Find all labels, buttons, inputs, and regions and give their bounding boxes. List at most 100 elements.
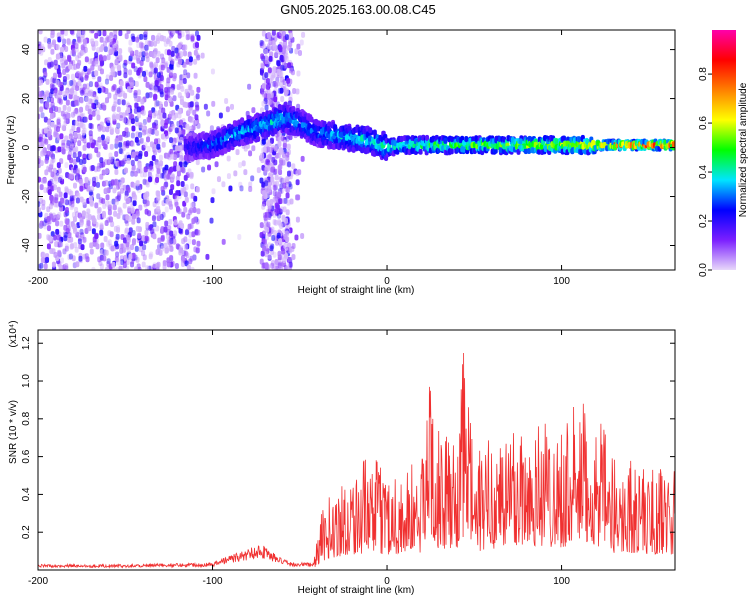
spectrogram-cell xyxy=(74,146,79,153)
spectrogram-cell xyxy=(38,113,41,120)
spectrogram-cell xyxy=(139,137,144,144)
spectrogram-cell xyxy=(126,30,131,34)
spectrogram-cell xyxy=(77,35,82,42)
spectrogram-cell xyxy=(267,208,272,215)
spectrogram-cell xyxy=(101,169,106,176)
spectrogram-cell xyxy=(142,244,147,251)
spectrogram-cell xyxy=(166,257,171,264)
spectrogram-cell xyxy=(539,143,544,150)
spectrogram-cell xyxy=(281,229,286,236)
spectrogram-cell xyxy=(63,192,68,199)
spectrogram-cell xyxy=(50,145,55,152)
spectrogram-cell xyxy=(53,251,58,258)
spectrogram-cell xyxy=(116,122,121,129)
spectrogram-cell xyxy=(159,91,164,98)
spectrogram-cell xyxy=(282,182,287,189)
spectrogram-cell xyxy=(193,58,198,65)
spectrogram-cell xyxy=(131,164,136,171)
spectrogram-cell xyxy=(135,55,140,62)
x-tick-label: -200 xyxy=(28,276,48,287)
spectrogram-cell xyxy=(153,74,158,81)
spectrogram-cell xyxy=(260,157,265,164)
spectrogram-cell xyxy=(259,231,264,238)
spectrogram-cell xyxy=(272,184,277,191)
spectrogram-cell xyxy=(190,192,195,199)
spectrogram-cell xyxy=(62,113,67,120)
spectrogram-cell xyxy=(101,198,106,205)
spectrogram-cell xyxy=(266,200,271,207)
spectrogram-cell xyxy=(110,221,115,228)
spectrogram-cell xyxy=(74,107,79,114)
spectrogram-cell xyxy=(51,261,56,268)
spectrogram-cell xyxy=(68,63,73,70)
spectrogram-cell xyxy=(94,40,99,47)
snr-multiplier: (x10⁴) xyxy=(8,320,19,347)
spectrogram-cell xyxy=(185,92,190,99)
spectrogram-cell xyxy=(155,262,160,269)
spectrogram-cell xyxy=(418,148,423,155)
x-tick-label: -200 xyxy=(28,576,48,587)
spectrogram-cell xyxy=(194,114,199,121)
spectrogram-cell xyxy=(273,229,278,236)
spectrogram-cell xyxy=(114,196,119,203)
spectrogram-cell xyxy=(177,42,182,49)
spectrogram-cell xyxy=(264,251,269,258)
spectrogram-cell xyxy=(191,239,196,246)
spectrogram-cell xyxy=(91,102,96,109)
spectrogram-cell xyxy=(148,176,153,183)
spectrogram-cell xyxy=(241,160,246,167)
spectrogram-cell xyxy=(229,103,234,110)
spectrogram-cell xyxy=(226,173,231,180)
spectrogram-cell xyxy=(286,77,291,84)
spectrogram-cell xyxy=(69,173,74,180)
spectrogram-cell xyxy=(284,52,289,59)
spectrogram-cell xyxy=(169,87,174,94)
spectrogram-cell xyxy=(99,36,104,43)
spectrogram-cell xyxy=(151,107,156,114)
spectrogram-cell xyxy=(130,170,135,177)
spectrogram-cell xyxy=(87,108,92,115)
spectrogram-cell xyxy=(80,89,85,96)
spectrogram-cell xyxy=(196,54,201,61)
spectrogram-cell xyxy=(53,59,58,66)
spectrogram-cell xyxy=(266,32,271,39)
spectrogram-cell xyxy=(73,131,78,138)
spectrogram-cell xyxy=(143,200,148,207)
spectrogram-cell xyxy=(165,247,170,254)
spectrogram-cell xyxy=(70,242,75,249)
spectrogram-cell xyxy=(94,202,99,209)
spectrogram-cell xyxy=(47,41,52,48)
spectrogram-cell xyxy=(117,207,122,214)
spectrogram-cell xyxy=(105,126,110,133)
spectrogram-cell xyxy=(50,101,55,108)
spectrogram-cell xyxy=(51,41,56,48)
spectrogram-cell xyxy=(43,263,48,270)
y-tick-label: 0.2 xyxy=(21,525,32,539)
spectrogram-cell xyxy=(116,259,121,266)
spectrogram-cell xyxy=(109,216,114,223)
spectrogram-cell xyxy=(277,164,282,171)
spectrogram-cell xyxy=(168,200,173,207)
spectrogram-cell xyxy=(164,206,169,213)
spectrogram-cell xyxy=(148,164,153,171)
spectrogram-cell xyxy=(162,112,167,119)
spectrogram-cell xyxy=(173,161,178,168)
spectrogram-cell xyxy=(71,124,76,131)
spectrogram-cell xyxy=(261,100,266,107)
spectrogram-cell xyxy=(105,266,110,270)
spectrogram-cell xyxy=(47,119,52,126)
spectrogram-cell xyxy=(91,228,96,235)
spectrogram-cell xyxy=(273,145,278,152)
spectrogram-cell xyxy=(112,187,117,194)
spectrogram-cell xyxy=(64,46,69,53)
spectrogram-cell xyxy=(103,236,108,243)
spectrogram-cell xyxy=(64,199,69,206)
spectrogram-cell xyxy=(117,62,122,69)
spectrogram-cell xyxy=(119,181,124,188)
spectrogram-cell xyxy=(128,69,133,76)
spectrogram-cell xyxy=(114,199,119,206)
spectrogram-cell xyxy=(48,92,53,99)
spectrogram-cell xyxy=(175,243,180,250)
spectrogram-cell xyxy=(127,46,132,53)
spectrogram-cell xyxy=(275,80,280,87)
